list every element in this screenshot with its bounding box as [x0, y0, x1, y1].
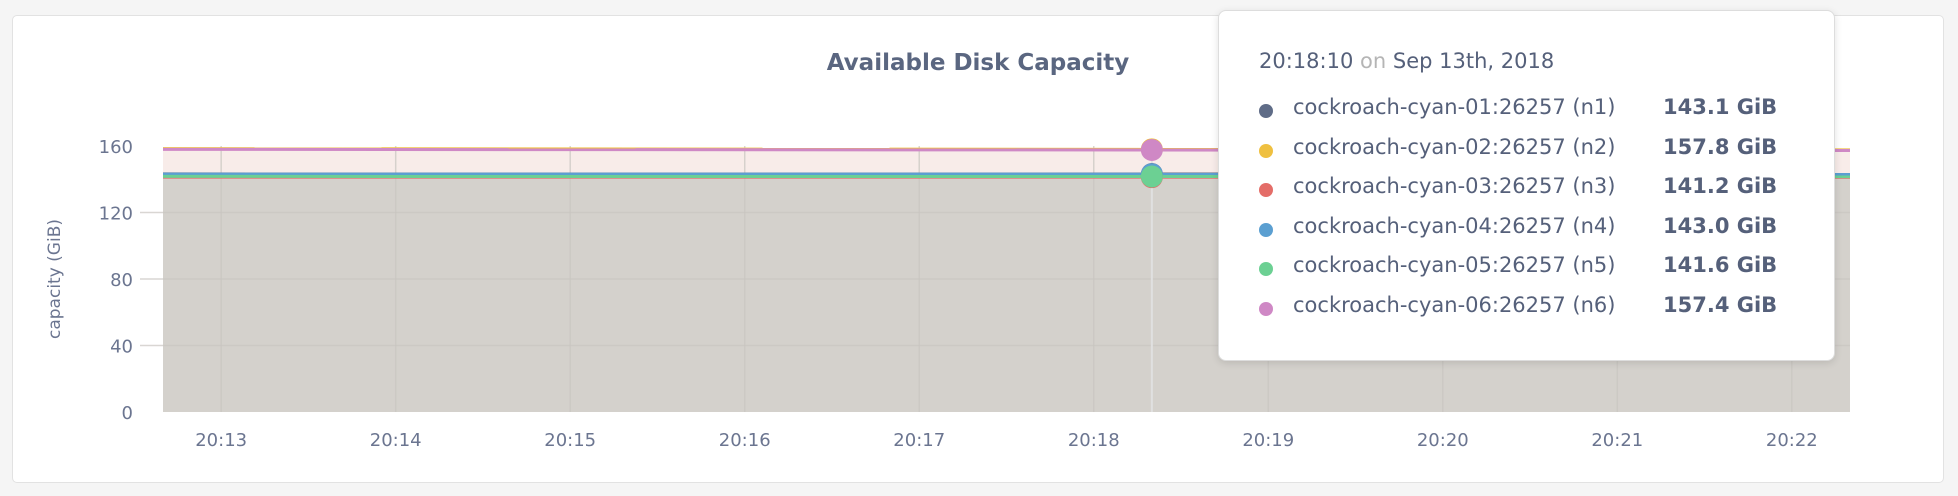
tooltip-series-value: 157.4 GiB — [1663, 292, 1778, 317]
tooltip-series-value: 141.6 GiB — [1663, 253, 1778, 277]
x-tick-label: 20:22 — [1766, 430, 1818, 451]
tooltip-series-value: 143.1 GiB — [1663, 95, 1778, 119]
tooltip-series-name: cockroach-cyan-05:26257 (n5) — [1293, 253, 1616, 277]
tooltip-time: 20:18:10 — [1259, 49, 1354, 73]
tooltip-series-name: cockroach-cyan-02:26257 (n2) — [1293, 134, 1616, 159]
tooltip-series-value: 157.8 GiB — [1663, 134, 1778, 159]
series-dot-icon — [1259, 104, 1273, 118]
series-dot-icon — [1259, 301, 1273, 316]
y-tick-label: 160 — [99, 137, 133, 158]
tooltip-date: Sep 13th, 2018 — [1392, 49, 1555, 73]
x-tick-label: 20:14 — [370, 430, 422, 451]
tooltip-series-name: cockroach-cyan-03:26257 (n3) — [1293, 174, 1616, 198]
series-dot-icon — [1259, 222, 1273, 237]
series-dot-icon — [1259, 183, 1273, 197]
hover-point — [1140, 138, 1163, 161]
tooltip-series-name: cockroach-cyan-06:26257 (n6) — [1293, 292, 1616, 317]
chart-title: Available Disk Capacity — [827, 50, 1130, 76]
x-tick-label: 20:17 — [893, 430, 945, 451]
x-tick-label: 20:21 — [1591, 430, 1643, 451]
x-tick-label: 20:13 — [195, 430, 247, 451]
y-tick-label: 40 — [110, 337, 133, 358]
tooltip-header: 20:18:10 on Sep 13th, 2018 — [1259, 49, 1554, 73]
series-dot-icon — [1259, 262, 1273, 276]
y-tick-label: 0 — [122, 403, 133, 424]
hover-tooltip: 20:18:10 on Sep 13th, 2018 cockroach-cya… — [1218, 10, 1835, 361]
x-tick-label: 20:18 — [1068, 430, 1120, 451]
tooltip-series-value: 141.2 GiB — [1663, 174, 1778, 198]
tooltip-series-value: 143.0 GiB — [1663, 213, 1778, 238]
tooltip-series-name: cockroach-cyan-04:26257 (n4) — [1293, 213, 1616, 238]
series-dot-icon — [1259, 143, 1273, 158]
tooltip-on: on — [1360, 49, 1387, 73]
x-tick-label: 20:15 — [544, 430, 596, 451]
y-tick-label: 80 — [110, 270, 133, 291]
y-axis-label: capacity (GiB) — [45, 219, 65, 339]
tooltip-series-name: cockroach-cyan-01:26257 (n1) — [1293, 95, 1616, 119]
hover-point — [1140, 165, 1163, 188]
x-tick-label: 20:16 — [719, 430, 771, 451]
y-tick-label: 120 — [99, 204, 133, 225]
x-tick-label: 20:20 — [1417, 430, 1469, 451]
x-tick-label: 20:19 — [1242, 430, 1294, 451]
